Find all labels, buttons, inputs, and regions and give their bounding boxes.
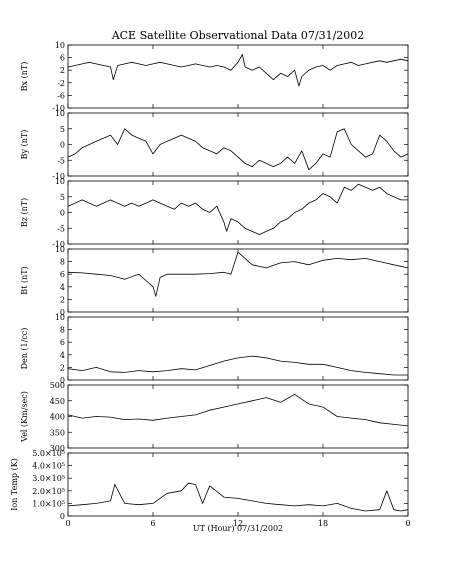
iontemp-ytick-label: 4.0×10⁵ <box>32 462 65 471</box>
bz-line <box>67 183 408 236</box>
den-panel: 10 8 6 4 2 0 Den (1/cc) <box>20 313 409 385</box>
bt-ytick-label: 8 <box>60 258 65 267</box>
bz-ytick-label: 5 <box>60 193 65 202</box>
bx-ytick-label: -2 <box>57 79 65 88</box>
by-ytick-label: -5 <box>57 156 65 165</box>
bx-ytick-label: -10 <box>52 104 65 113</box>
den-ytick-label: 4 <box>60 351 65 360</box>
bx-ytick-label: 6 <box>60 54 65 63</box>
bt-ytick-label: 10 <box>55 245 65 254</box>
bz-ytick-label: 0 <box>60 209 65 218</box>
x-tick-label: 12 <box>233 519 243 528</box>
bx-ylabel: Bx (nT) <box>20 62 29 92</box>
bx-ytick-label: 10 <box>55 41 65 50</box>
den-ylabel: Den (1/cc) <box>20 328 29 370</box>
bt-panel: 10 8 6 4 2 0 Bt (nT) <box>20 245 409 317</box>
x-tick-label: 0 <box>405 519 410 528</box>
bt-ytick-label: 6 <box>60 270 65 279</box>
by-frame <box>67 112 409 177</box>
iontemp-ylabel: Ion Temp (K) <box>10 458 19 511</box>
by-ytick-label: 0 <box>60 141 65 150</box>
den-ytick-label: 8 <box>60 326 65 335</box>
iontemp-frame <box>67 452 409 517</box>
bx-frame <box>67 44 409 109</box>
bx-ytick-label: -6 <box>57 91 65 100</box>
iontemp-ytick-label: 2.0×10⁵ <box>32 487 65 496</box>
bz-frame <box>67 180 409 245</box>
den-ytick-label: 2 <box>60 363 65 372</box>
bz-ylabel: Bz (nT) <box>20 198 29 227</box>
vel-ytick-label: 450 <box>50 397 65 406</box>
panels: 10 6 2 -2 -6 -10 Bx (nT) 10 5 0 -5 -10 By (nT) 10 5 0 -5… <box>10 41 411 528</box>
bt-ytick-label: 0 <box>60 308 65 317</box>
bt-ytick-label: 2 <box>60 295 65 304</box>
iontemp-line <box>67 482 409 512</box>
bz-ytick-label: -10 <box>52 240 65 249</box>
x-tick-label: 6 <box>150 519 155 528</box>
den-ytick-label: 6 <box>60 338 65 347</box>
bx-panel: 10 6 2 -2 -6 -10 Bx (nT) <box>20 41 409 113</box>
bz-ytick-label: 10 <box>55 177 65 186</box>
bx-line <box>67 54 409 87</box>
bx-ytick-label: 2 <box>60 66 65 75</box>
bt-line <box>67 251 409 297</box>
bz-ytick-label: -5 <box>57 224 65 233</box>
iontemp-ytick-label: 5.0×10⁵ <box>32 449 65 458</box>
vel-ytick-label: 400 <box>50 413 65 422</box>
by-ytick-label: 10 <box>55 109 65 118</box>
vel-panel: 500 450 400 350 300 Vel (Km/sec) <box>20 381 409 453</box>
vel-ytick-label: 500 <box>50 381 65 390</box>
iontemp-ytick-label: 3.0×10⁵ <box>32 474 65 483</box>
den-ytick-label: 10 <box>55 313 65 322</box>
iontemp-ytick-label: 0 <box>60 512 65 521</box>
by-panel: 10 5 0 -5 -10 By (nT) <box>20 109 409 181</box>
den-ytick-label: 0 <box>60 376 65 385</box>
iontemp-ytick-label: 1.0×10⁵ <box>32 499 65 508</box>
vel-ytick-label: 300 <box>50 444 65 453</box>
by-ylabel: By (nT) <box>20 130 29 160</box>
vel-frame <box>67 384 409 449</box>
by-line <box>67 128 409 171</box>
bt-ylabel: Bt (nT) <box>20 266 29 294</box>
den-frame <box>67 316 409 381</box>
x-tick-label: 18 <box>318 519 328 528</box>
figure-title: ACE Satellite Observational Data 07/31/2… <box>111 29 365 42</box>
x-axis-title: UT (Hour) 07/31/2002 <box>193 524 283 533</box>
vel-line <box>67 393 409 427</box>
vel-ylabel: Vel (Km/sec) <box>20 391 29 443</box>
den-line <box>67 355 408 376</box>
x-tick-label: 0 <box>65 519 70 528</box>
bz-panel: 10 5 0 -5 -10 Bz (nT) <box>20 177 409 249</box>
vel-ytick-label: 350 <box>50 428 65 437</box>
bt-ytick-label: 4 <box>60 283 65 292</box>
bt-frame <box>67 248 409 313</box>
by-ytick-label: -10 <box>52 172 65 181</box>
by-ytick-label: 5 <box>60 125 65 134</box>
